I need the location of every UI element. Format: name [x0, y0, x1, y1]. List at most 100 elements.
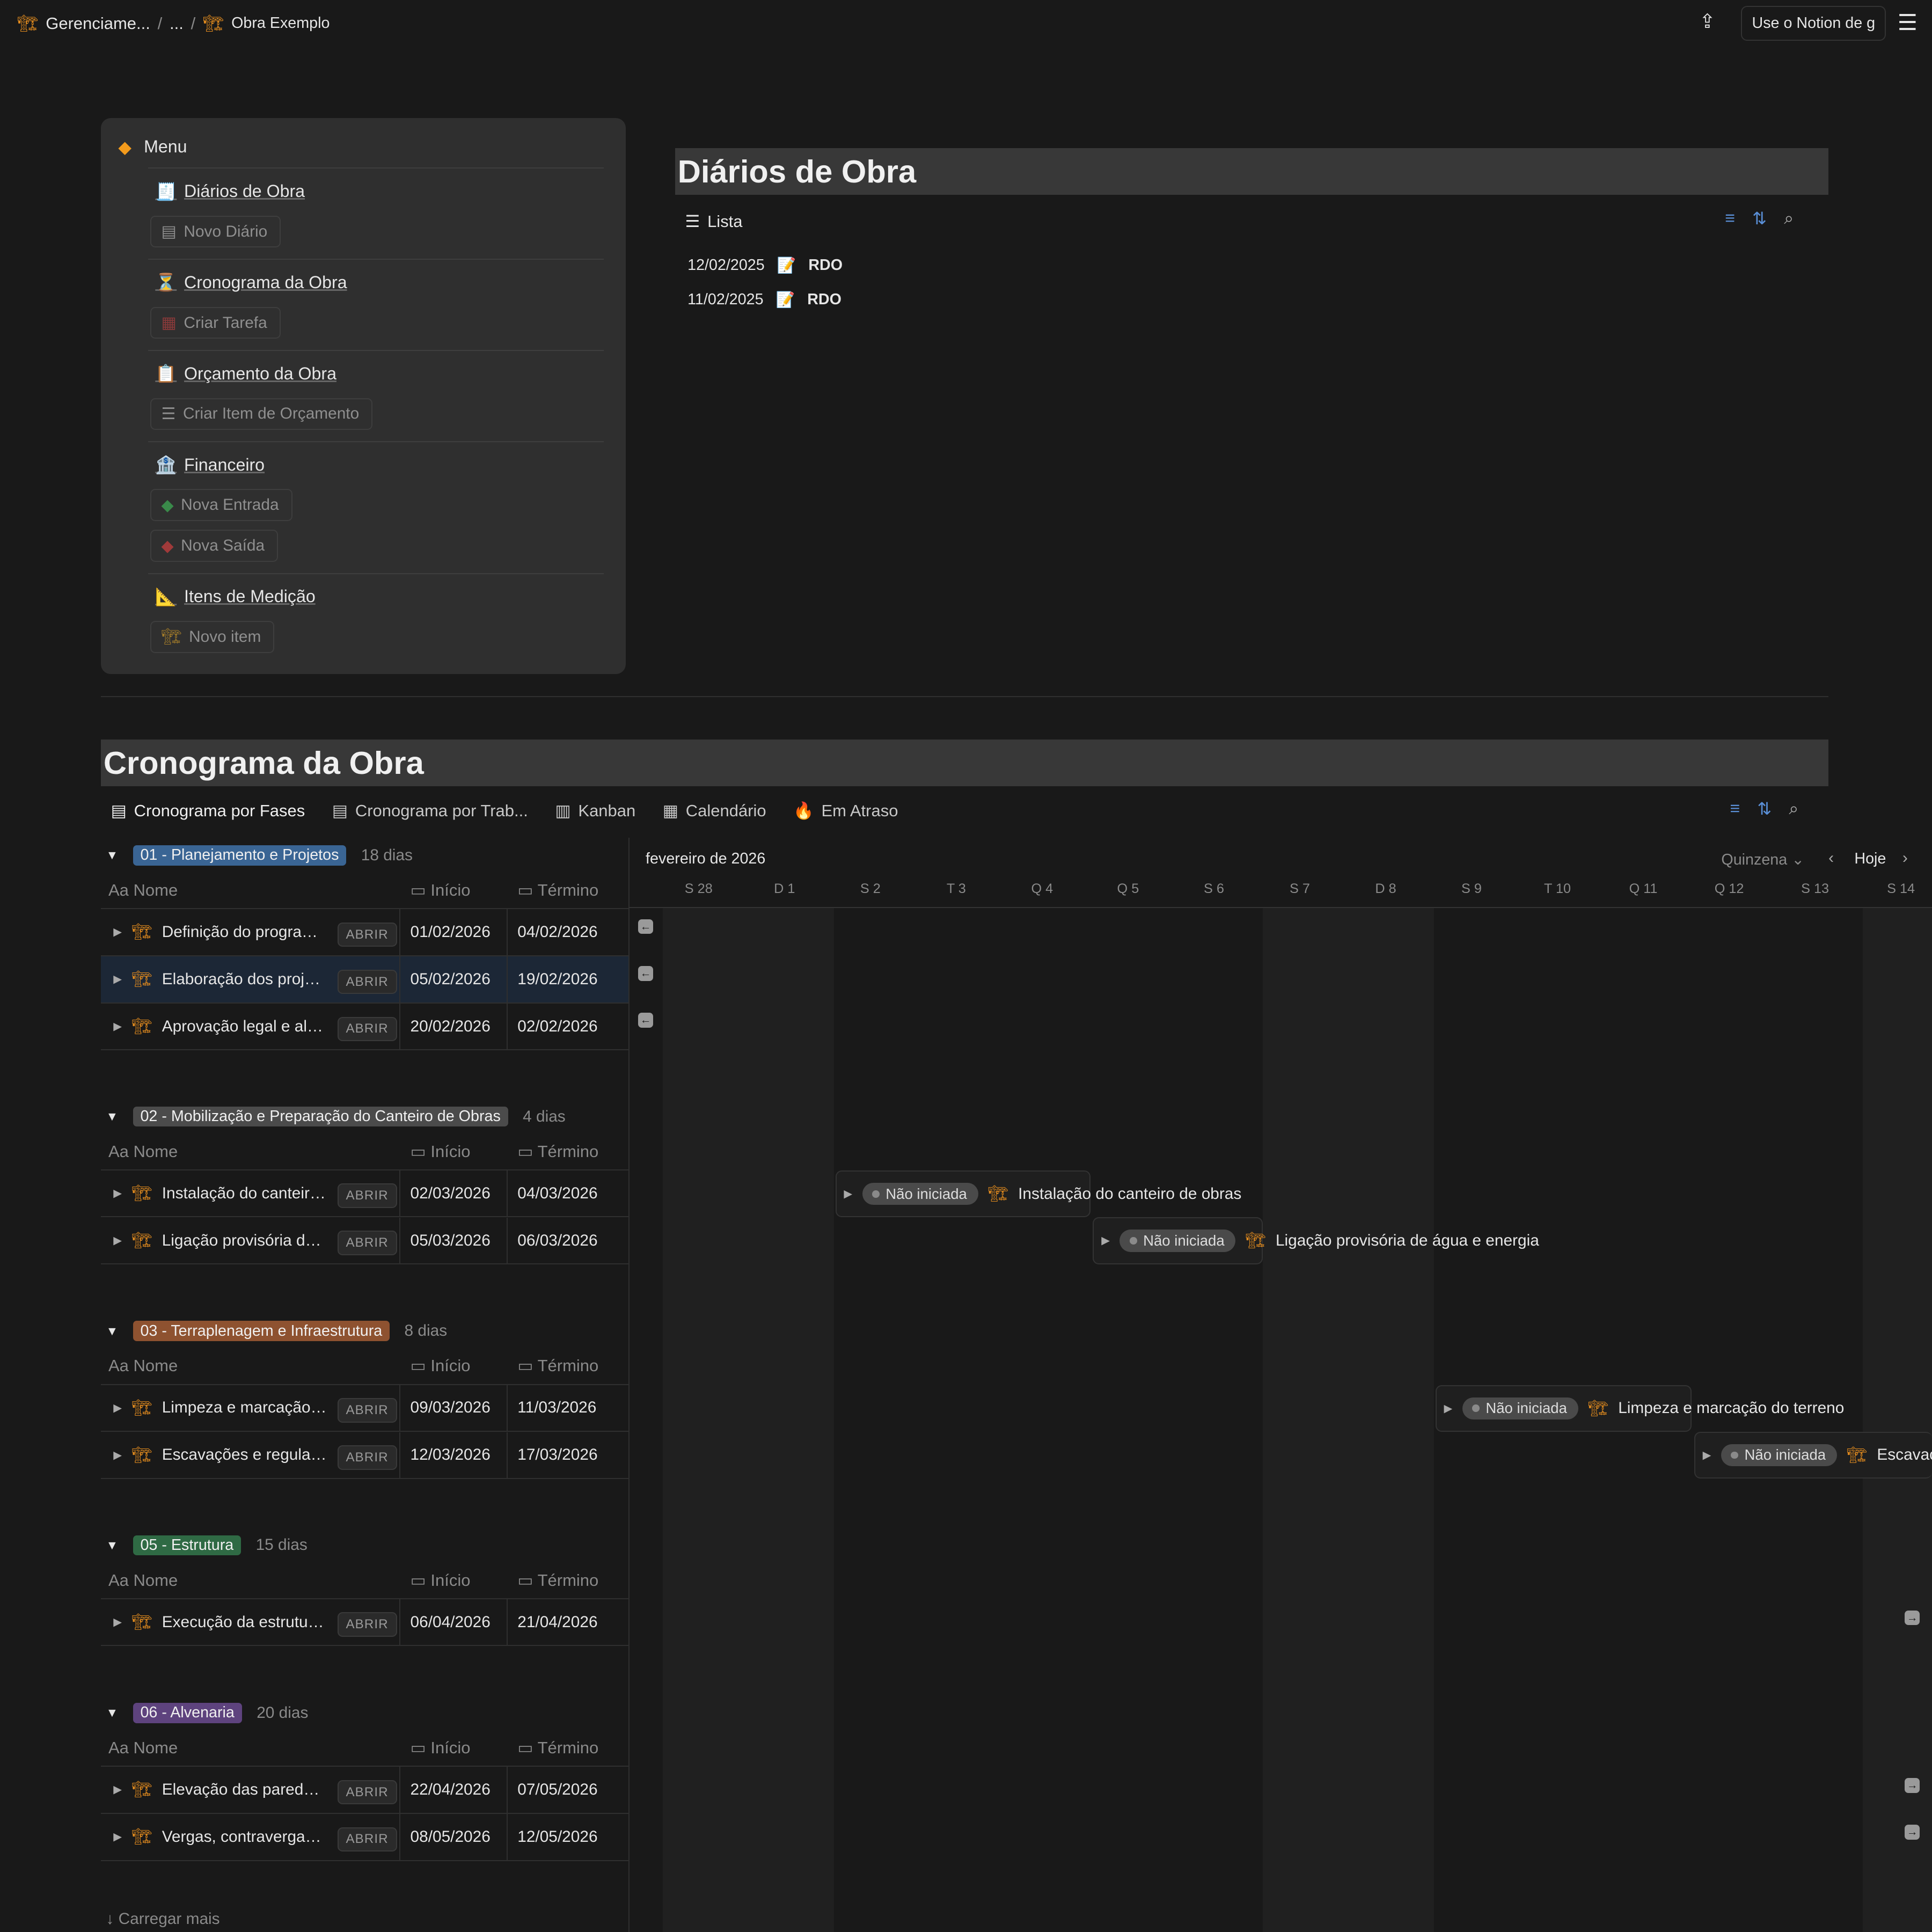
column-name[interactable]: Aa Nome — [108, 1141, 178, 1161]
start-date-cell[interactable]: 20/02/2026 — [400, 1004, 508, 1050]
end-date-cell[interactable]: 06/03/2026 — [517, 1231, 598, 1249]
breadcrumb-more[interactable]: ... — [169, 13, 184, 33]
tab-cronograma-fases[interactable]: ▤ Cronograma por Fases — [111, 801, 305, 820]
column-end[interactable]: ▭ Término — [517, 1356, 599, 1375]
novo-diario-button[interactable]: ▤ Novo Diário — [150, 215, 281, 248]
column-start[interactable]: ▭ Início — [410, 1570, 471, 1590]
start-date-cell[interactable]: 12/03/2026 — [400, 1432, 508, 1478]
expand-icon[interactable]: ▶ — [1101, 1234, 1110, 1247]
column-start[interactable]: ▭ Início — [410, 1738, 471, 1757]
gantt-bar[interactable]: ▶ Não iniciada 🏗 Limpeza e marcação do terr… — [1435, 1385, 1844, 1432]
open-button[interactable]: ABRIR — [337, 1445, 397, 1470]
expand-icon[interactable]: ▶ — [113, 1448, 122, 1461]
task-name-cell[interactable]: ▶ 🏗 Ligação provisória de água e energia AB… — [101, 1218, 401, 1264]
tab-em-atraso[interactable]: 🔥 Em Atraso — [793, 801, 898, 821]
novo-item-button[interactable]: 🏗 Novo item — [150, 621, 275, 653]
expand-icon[interactable]: ▶ — [113, 973, 122, 986]
filter-icon[interactable]: ≡ — [1725, 208, 1736, 228]
load-more-button[interactable]: ↓ Carregar mais — [106, 1909, 220, 1928]
start-date-cell[interactable]: 05/03/2026 — [400, 1218, 508, 1264]
expand-icon[interactable]: ▶ — [113, 1020, 122, 1033]
tab-cronograma-trabalho[interactable]: ▤ Cronograma por Trab... — [332, 801, 528, 820]
search-icon[interactable]: ⌕ — [1789, 798, 1799, 818]
collapse-icon[interactable]: ▼ — [106, 848, 119, 862]
nova-entrada-button[interactable]: ◆ Nova Entrada — [150, 489, 292, 522]
sort-icon[interactable]: ⇅ — [1752, 209, 1767, 228]
arrow-right-icon[interactable]: → — [1905, 1825, 1920, 1840]
expand-icon[interactable]: ▶ — [113, 1187, 122, 1200]
open-button[interactable]: ABRIR — [337, 1183, 397, 1209]
task-name-cell[interactable]: ▶ 🏗 Aprovação legal e alvarás ABRIR — [101, 1004, 401, 1050]
start-date-cell[interactable]: 08/05/2026 — [400, 1814, 508, 1860]
table-row[interactable]: ▶ 🏗 Definição do programa de necessidades A… — [101, 909, 628, 956]
end-date-cell[interactable]: 02/02/2026 — [517, 1017, 598, 1035]
task-name-cell[interactable]: ▶ 🏗 Limpeza e marcação do terreno ABRIR — [101, 1385, 401, 1431]
end-date-cell[interactable]: 19/02/2026 — [517, 970, 598, 988]
open-button[interactable]: ABRIR — [337, 969, 397, 994]
start-date-cell[interactable]: 01/02/2026 — [400, 909, 508, 955]
open-button[interactable]: ABRIR — [337, 1397, 397, 1423]
group-header[interactable]: ▼ 01 - Planejamento e Projetos 18 dias — [106, 845, 413, 866]
collapse-icon[interactable]: ▼ — [106, 1706, 119, 1720]
open-button[interactable]: ABRIR — [337, 1016, 397, 1042]
task-name-cell[interactable]: ▶ 🏗 Vergas, contravergas e amarrações ABRIR — [101, 1814, 401, 1860]
column-end[interactable]: ▭ Término — [517, 1738, 599, 1757]
task-name-cell[interactable]: ▶ 🏗 Escavações e regularização ABRIR — [101, 1432, 401, 1478]
end-date-cell[interactable]: 21/04/2026 — [517, 1613, 598, 1631]
table-row[interactable]: ▶ 🏗 Ligação provisória de água e energia AB… — [101, 1218, 628, 1265]
criar-tarefa-button[interactable]: ▦ Criar Tarefa — [150, 306, 281, 339]
column-start[interactable]: ▭ Início — [410, 1141, 471, 1161]
open-button[interactable]: ABRIR — [337, 1780, 397, 1805]
table-row[interactable]: ▶ 🏗 Elevação das paredes de alvenaria ABRIR… — [101, 1767, 628, 1814]
expand-icon[interactable]: ▶ — [113, 1401, 122, 1414]
expand-icon[interactable]: ▶ — [113, 1783, 122, 1796]
column-end[interactable]: ▭ Término — [517, 1570, 599, 1590]
group-header[interactable]: ▼ 06 - Alvenaria 20 dias — [106, 1702, 308, 1723]
expand-icon[interactable]: ▶ — [113, 1831, 122, 1843]
start-date-cell[interactable]: 09/03/2026 — [400, 1385, 508, 1431]
menu-link-medicao[interactable]: 📐 Itens de Medição — [155, 587, 316, 606]
expand-icon[interactable]: ▶ — [113, 1234, 122, 1247]
column-end[interactable]: ▭ Término — [517, 1141, 599, 1161]
column-name[interactable]: Aa Nome — [108, 1738, 178, 1757]
expand-icon[interactable]: ▶ — [844, 1188, 853, 1201]
table-row[interactable]: ▶ 🏗 Escavações e regularização ABRIR 12/03/… — [101, 1432, 628, 1479]
collapse-icon[interactable]: ▼ — [106, 1109, 119, 1124]
tab-calendario[interactable]: ▦ Calendário — [662, 801, 766, 820]
column-end[interactable]: ▭ Término — [517, 880, 599, 899]
open-button[interactable]: ABRIR — [337, 1827, 397, 1852]
search-icon[interactable]: ⌕ — [1784, 208, 1794, 228]
start-date-cell[interactable]: 06/04/2026 — [400, 1599, 508, 1645]
task-name-cell[interactable]: ▶ 🏗 Execução da estrutura (pilares, vigas,… — [101, 1599, 401, 1645]
task-name-cell[interactable]: ▶ 🏗 Definição do programa de necessidades A… — [101, 909, 401, 955]
breadcrumb-page[interactable]: Obra Exemplo — [231, 14, 330, 32]
table-row[interactable]: ▶ 🏗 Elaboração dos projetos ABRIR 05/02/202… — [101, 956, 628, 1004]
arrow-right-icon[interactable]: → — [1905, 1778, 1920, 1793]
column-name[interactable]: Aa Nome — [108, 1356, 178, 1375]
expand-icon[interactable]: ▶ — [113, 926, 122, 939]
expand-icon[interactable]: ▶ — [113, 1616, 122, 1629]
column-name[interactable]: Aa Nome — [108, 1570, 178, 1590]
prev-icon[interactable]: ‹ — [1828, 848, 1834, 867]
open-button[interactable]: ABRIR — [337, 1231, 397, 1256]
menu-link-financeiro[interactable]: 🏦 Financeiro — [155, 455, 265, 475]
arrow-left-icon[interactable]: ← — [638, 966, 653, 981]
task-name-cell[interactable]: ▶ 🏗 Elaboração dos projetos ABRIR — [101, 956, 401, 1002]
list-item[interactable]: 12/02/2025 📝 RDO — [687, 256, 843, 274]
group-header[interactable]: ▼ 05 - Estrutura 15 dias — [106, 1535, 308, 1556]
table-row[interactable]: ▶ 🏗 Execução da estrutura (pilares, vigas,… — [101, 1599, 628, 1646]
expand-icon[interactable]: ▶ — [1702, 1448, 1711, 1461]
end-date-cell[interactable]: 07/05/2026 — [517, 1780, 598, 1798]
criar-item-orcamento-button[interactable]: ☰ Criar Item de Orçamento — [150, 398, 373, 430]
table-row[interactable]: ▶ 🏗 Limpeza e marcação do terreno ABRIR 09/… — [101, 1385, 628, 1432]
view-tab-lista[interactable]: ☰ Lista — [685, 211, 743, 231]
start-date-cell[interactable]: 02/03/2026 — [400, 1170, 508, 1217]
menu-link-cronograma[interactable]: ⏳ Cronograma da Obra — [155, 272, 347, 292]
arrow-left-icon[interactable]: ← — [638, 1013, 653, 1028]
collapse-icon[interactable]: ▼ — [106, 1538, 119, 1552]
menu-link-diarios[interactable]: 🧾 Diários de Obra — [155, 181, 305, 201]
end-date-cell[interactable]: 11/03/2026 — [517, 1399, 597, 1417]
end-date-cell[interactable]: 04/03/2026 — [517, 1184, 598, 1202]
open-button[interactable]: ABRIR — [337, 922, 397, 947]
today-button[interactable]: Hoje — [1854, 850, 1886, 868]
